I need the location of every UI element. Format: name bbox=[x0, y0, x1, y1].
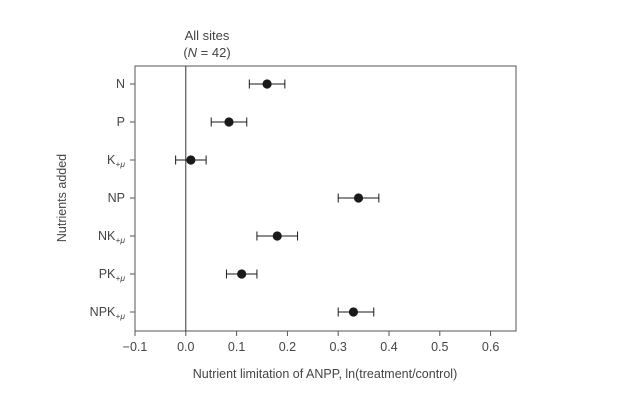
data-point bbox=[224, 117, 234, 127]
plot-frame bbox=[134, 65, 517, 332]
y-tick-label: NP bbox=[108, 191, 125, 205]
y-tick-label: P bbox=[117, 115, 125, 129]
x-tick-label: −0.1 bbox=[123, 340, 148, 354]
x-axis: −0.1 0.0 0.1 0.2 0.3 0.4 0.5 0.6 bbox=[123, 331, 499, 354]
data-point bbox=[348, 307, 359, 317]
x-tick-label: 0.1 bbox=[228, 340, 245, 354]
chart-subtitle: (N = 42) bbox=[183, 45, 230, 60]
x-axis-label: Nutrient limitation of ANPP, ln(treatmen… bbox=[193, 367, 457, 381]
x-tick-label: 0.3 bbox=[330, 340, 347, 354]
y-tick-label: NK+μ bbox=[98, 229, 125, 245]
x-tick-label: 0.6 bbox=[482, 340, 499, 354]
y-axis-label: Nutrients added bbox=[55, 154, 69, 242]
y-tick-label: PK+μ bbox=[99, 267, 126, 283]
y-tick-label: N bbox=[116, 77, 125, 91]
y-tick-label: NPK+μ bbox=[90, 305, 126, 321]
data-point bbox=[262, 79, 272, 89]
x-tick-label: 0.0 bbox=[177, 340, 194, 354]
data-point bbox=[186, 155, 196, 165]
data-marks bbox=[175, 79, 380, 317]
chart-title: All sites bbox=[185, 28, 230, 43]
x-tick-label: 0.2 bbox=[279, 340, 296, 354]
data-point bbox=[272, 231, 282, 241]
x-tick-label: 0.4 bbox=[380, 340, 397, 354]
y-tick-label: K+μ bbox=[107, 153, 125, 169]
x-tick-label: 0.5 bbox=[431, 340, 448, 354]
data-point bbox=[353, 193, 364, 203]
data-point bbox=[237, 269, 247, 279]
